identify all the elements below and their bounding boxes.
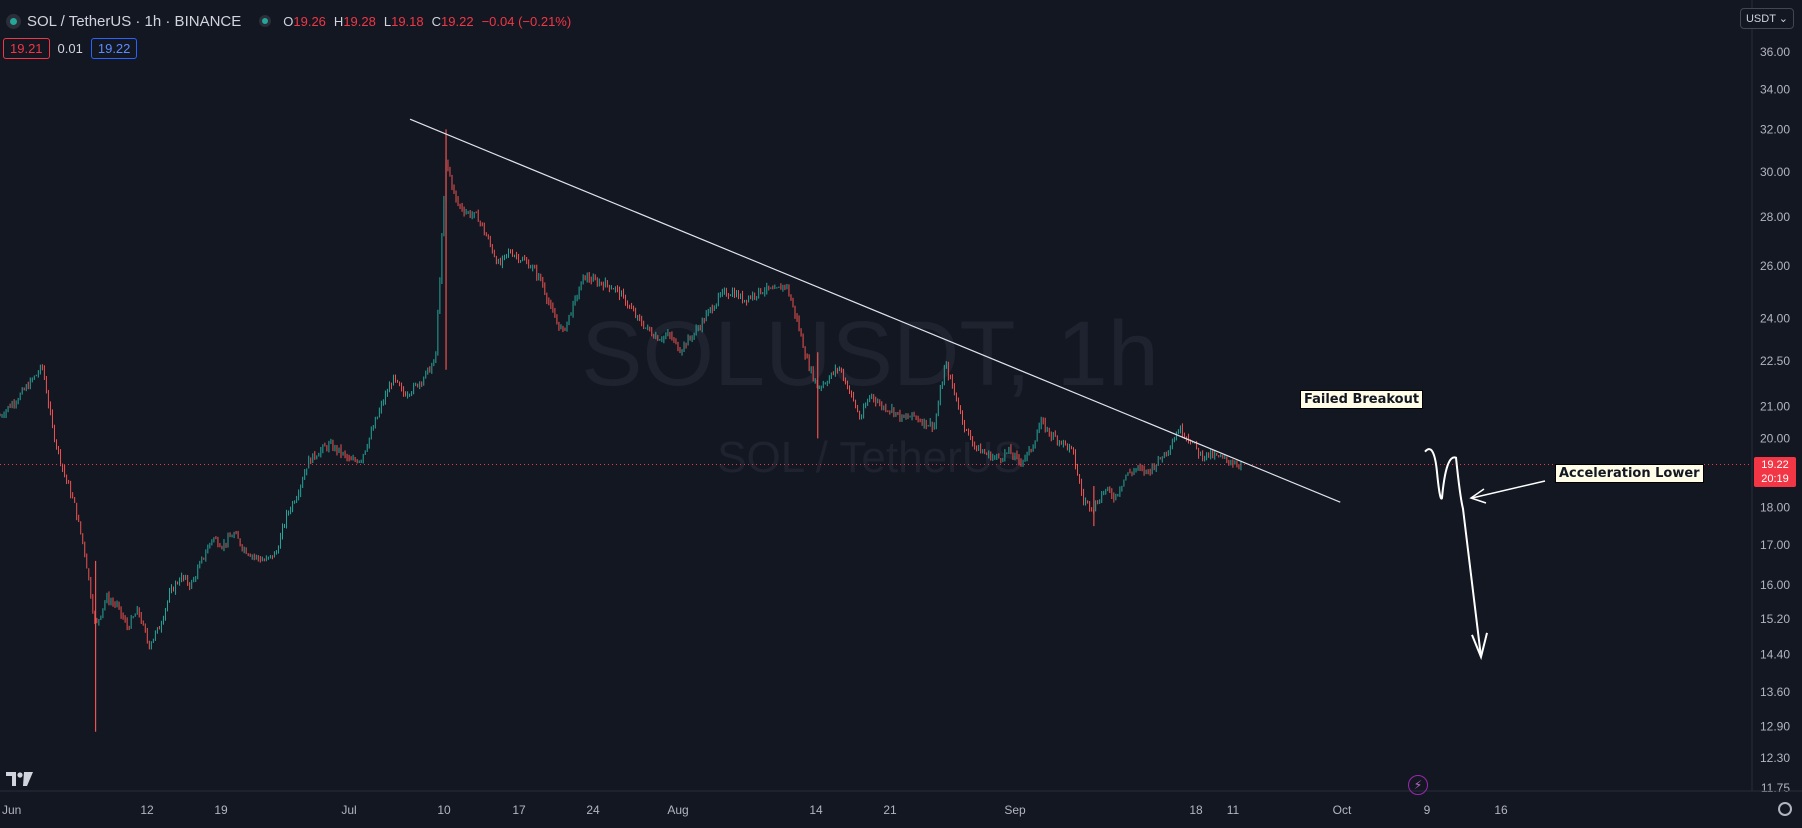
- time-tick-label: 9: [1424, 803, 1431, 817]
- price-tick-label: 30.00: [1760, 165, 1790, 179]
- price-tick-label: 26.00: [1760, 259, 1790, 273]
- price-tick-label: 16.00: [1760, 578, 1790, 592]
- watermark: SOLUSDT, 1h SOL / TetherUS: [581, 303, 1159, 482]
- high-label: H: [333, 13, 344, 29]
- time-tick-label: Sep: [1004, 803, 1026, 817]
- acceleration-arrow: [1471, 480, 1546, 499]
- price-tick-label: 11.75: [1761, 781, 1790, 795]
- open-label: O: [283, 13, 294, 29]
- symbol-title[interactable]: SOL / TetherUS · 1h · BINANCE: [27, 12, 242, 30]
- close-label: C: [431, 13, 442, 29]
- price-tick-label: 22.50: [1760, 354, 1790, 368]
- time-tick-label: 11: [1227, 803, 1240, 817]
- quote-row: 19.21 0.01 19.22: [3, 38, 138, 59]
- high-value: 19.28: [343, 13, 376, 29]
- current-price-value: 19.22: [1761, 459, 1789, 471]
- price-tick-label: 32.00: [1760, 122, 1790, 136]
- price-tick-label: 20.00: [1760, 431, 1790, 445]
- low-label: L: [383, 13, 392, 29]
- time-tick-label: Oct: [1333, 803, 1352, 817]
- time-tick-label: Aug: [667, 803, 688, 817]
- time-tick-label: 16: [1494, 803, 1508, 817]
- current-price-tag: 19.22 20:19: [1754, 457, 1796, 487]
- time-tick-label: 24: [586, 803, 600, 817]
- solana-icon: [6, 13, 21, 29]
- ohlc-values: O19.26 H19.28 L19.18 C19.22 −0.04 (−0.21…: [283, 14, 571, 29]
- candles: [0, 129, 1242, 732]
- price-tick-label: 14.40: [1760, 647, 1790, 661]
- price-tick-label: 18.00: [1760, 501, 1790, 515]
- chevron-down-icon: ⌄: [1778, 13, 1788, 25]
- close-value: 19.22: [441, 13, 474, 29]
- price-tick-label: 17.00: [1760, 538, 1790, 552]
- time-tick-label: 10: [437, 803, 451, 817]
- price-tick-label: 36.00: [1760, 45, 1790, 59]
- change-value: −0.04 (−0.21%): [481, 13, 572, 29]
- price-axis[interactable]: 36.00 34.00 32.00 30.00 28.00 26.00 24.00 22.50…: [1751, 0, 1790, 795]
- watermark-sub: SOL / TetherUS: [717, 433, 1023, 482]
- descending-trendline[interactable]: [409, 118, 1341, 503]
- time-tick-label: 19: [214, 803, 228, 817]
- price-tick-label: 12.90: [1760, 720, 1790, 734]
- failed-breakout-label[interactable]: Failed Breakout: [1300, 390, 1424, 409]
- watermark-main: SOLUSDT, 1h: [581, 303, 1159, 405]
- time-tick-label: Jun: [2, 803, 21, 817]
- currency-label: USDT: [1745, 13, 1776, 25]
- price-tick-label: 28.00: [1760, 210, 1790, 224]
- time-tick-label: 21: [883, 803, 897, 817]
- sell-price-button[interactable]: 19.21: [3, 38, 50, 59]
- price-tick-label: 13.60: [1760, 685, 1790, 699]
- price-tick-label: 21.00: [1760, 399, 1790, 413]
- acceleration-lower-label[interactable]: Acceleration Lower: [1555, 464, 1704, 483]
- time-axis[interactable]: Jun 12 19 Jul 10 17 24 Aug 14 21 Sep 11 18 Oct 9 16: [0, 790, 1802, 817]
- price-tick-label: 34.00: [1760, 83, 1790, 97]
- symbol-header: SOL / TetherUS · 1h · BINANCE O19.26 H19…: [6, 10, 571, 32]
- time-tick-label: 14: [809, 803, 823, 817]
- settings-gear-icon[interactable]: [1778, 802, 1792, 816]
- low-value: 19.18: [391, 13, 424, 29]
- bar-countdown: 20:19: [1761, 473, 1789, 485]
- projection-path: [1424, 448, 1482, 658]
- time-tick-label: Jul: [341, 803, 356, 817]
- buy-price-button[interactable]: 19.22: [90, 38, 138, 59]
- open-value: 19.26: [293, 13, 326, 29]
- time-tick-label: 12: [140, 803, 154, 817]
- price-tick-label: 12.30: [1760, 751, 1790, 765]
- tradingview-logo-icon[interactable]: [6, 770, 34, 788]
- market-status-icon: [259, 15, 272, 27]
- currency-button[interactable]: USDT ⌄: [1739, 8, 1794, 29]
- lightning-icon[interactable]: ⚡: [1408, 775, 1428, 795]
- projection-arrowhead: [1471, 632, 1488, 661]
- time-tick-label: 18: [1189, 803, 1203, 817]
- price-tick-label: 15.20: [1760, 612, 1790, 626]
- price-tick-label: 24.00: [1760, 312, 1790, 326]
- acceleration-arrowhead: [1469, 488, 1487, 504]
- time-tick-label: 17: [512, 803, 526, 817]
- spread-value: 0.01: [57, 41, 83, 56]
